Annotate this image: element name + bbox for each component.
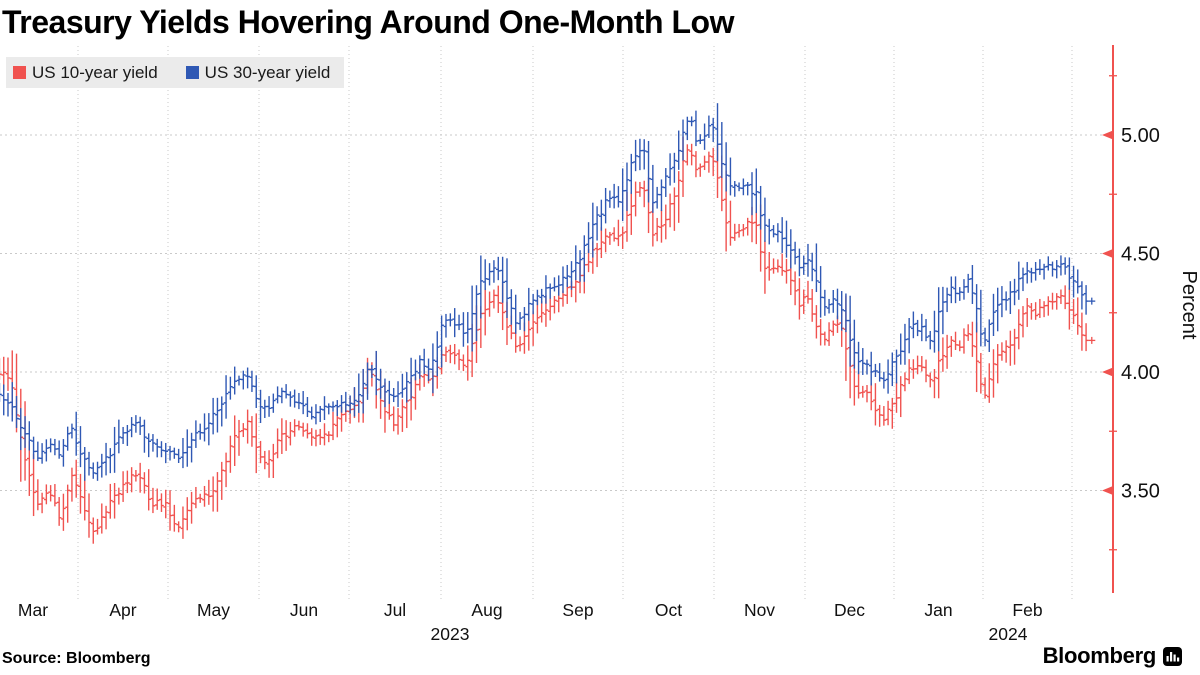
x-tick-label: Aug [471,600,502,620]
bloomberg-logo: Bloomberg [1043,643,1182,669]
legend-label-30-year: US 30-year yield [204,62,331,82]
year-label: 2023 [431,624,470,644]
y-tick-label: 4.50 [1121,244,1160,266]
legend-item-10-year: US 10-year yield [13,63,158,83]
y-axis-title: Percent [1178,271,1200,340]
y-axis: 5.00 4.50 4.00 3.50 Percent [1102,45,1200,593]
x-tick-label: Mar [18,600,48,620]
latest-value-marker [1088,297,1096,305]
x-tick-label: Jun [290,600,318,620]
x-tick-label: Oct [655,600,682,620]
legend-label-10-year: US 10-year yield [32,62,158,82]
y-tick-label: 5.00 [1121,125,1160,147]
legend-item-30-year: US 30-year yield [185,62,331,83]
legend: US 10-year yield US 30-year yield [6,57,345,88]
x-tick-label: Apr [109,600,136,620]
x-tick-label: Nov [744,600,775,620]
x-tick-label: Jan [924,600,952,620]
y-tick-label: 3.50 [1121,481,1160,503]
x-tick-label: Dec [834,600,865,620]
x-tick-label: Feb [1012,600,1042,620]
year-label: 2024 [989,624,1028,644]
legend-swatch-30-year-icon [185,66,199,79]
source-label: Source: Bloomberg [2,650,151,667]
latest-value-marker [1088,336,1096,344]
legend-swatch-10-year-icon [13,66,26,79]
series-us-30-year [0,103,1096,481]
bloomberg-wordmark: Bloomberg [1042,643,1157,668]
gridlines [0,46,1104,600]
bloomberg-chart-icon [1163,646,1182,666]
x-tick-label: Jul [384,600,406,620]
x-axis: Mar Apr May Jun Jul Aug Sep Oct Nov Dec Jan Feb 2023… [18,600,1043,644]
chart-title: Treasury Yields Hovering Around One-Mont… [2,4,734,40]
x-tick-label: May [197,600,230,620]
x-tick-label: Sep [562,600,593,620]
y-tick-label: 4.00 [1121,362,1160,384]
